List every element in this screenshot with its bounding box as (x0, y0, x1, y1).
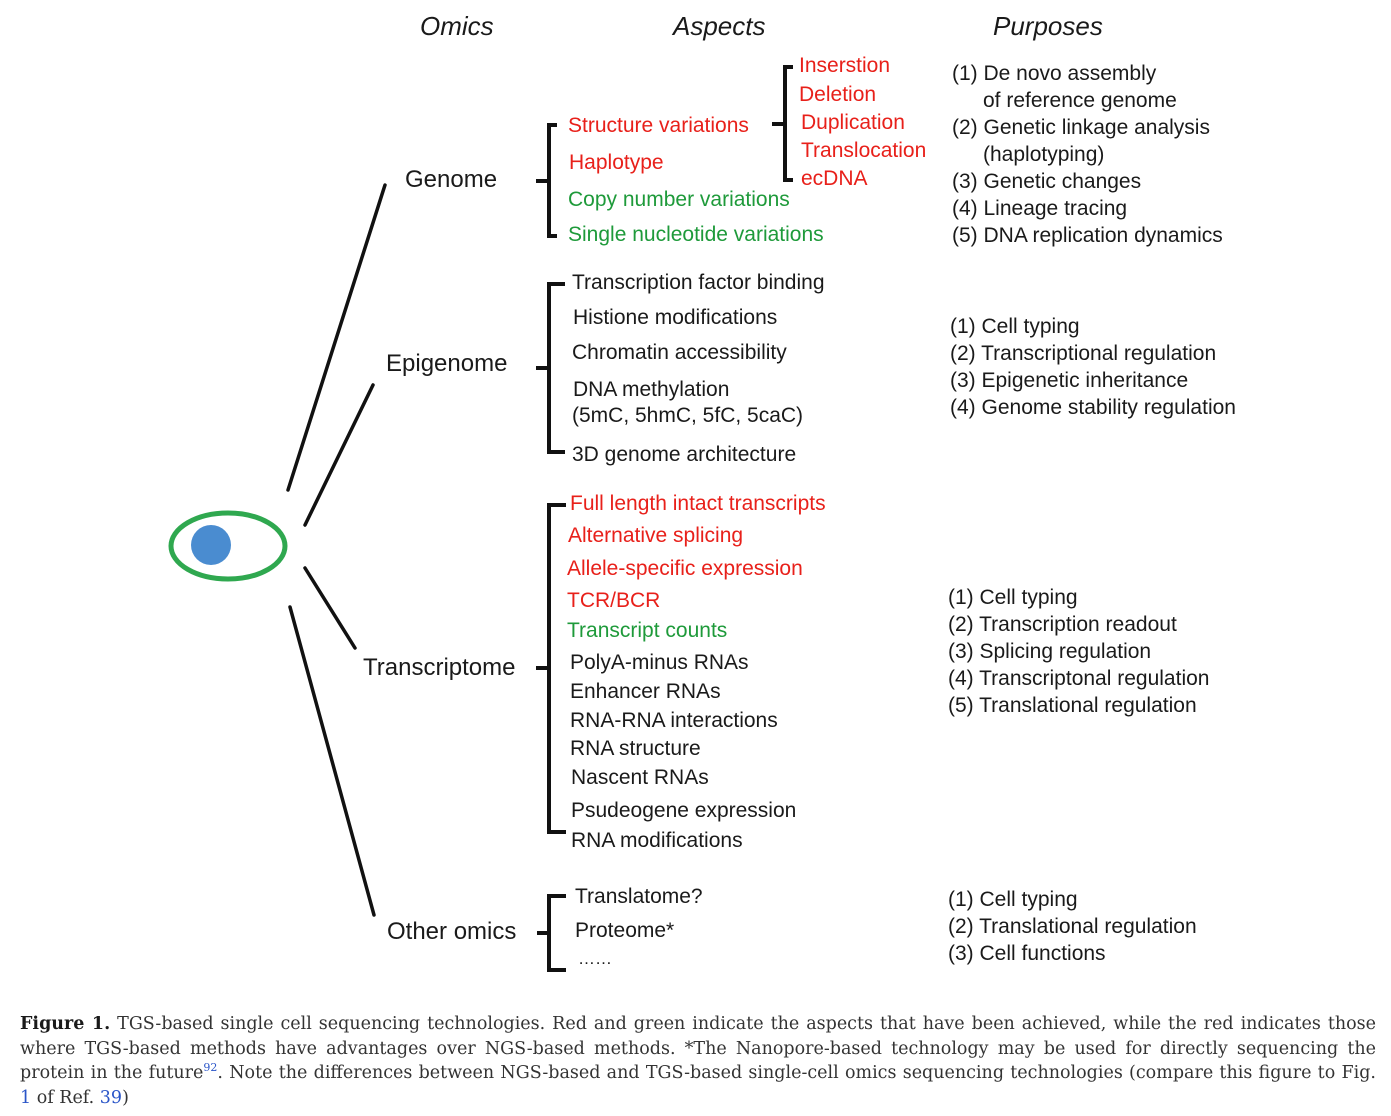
aspect-item: …… (578, 949, 612, 968)
sv-type: Deletion (799, 83, 877, 106)
aspect-item: RNA-RNA interactions (570, 709, 778, 732)
aspect-item: Chromatin accessibility (572, 341, 787, 364)
purpose-item: (3) Genetic changes (952, 170, 1142, 193)
brace-other (537, 894, 566, 972)
purpose-item: (1) De novo assembly (952, 62, 1157, 85)
aspect-item: Translatome? (575, 885, 703, 908)
caption-fig-link[interactable]: 1 (20, 1087, 32, 1108)
aspect-item: Proteome* (575, 919, 675, 942)
aspect-item: DNA methylation (573, 378, 730, 401)
purpose-item: (2) Genetic linkage analysis (952, 116, 1210, 139)
cell-nucleus (191, 525, 231, 565)
purpose-item: (4) Genome stability regulation (950, 396, 1236, 419)
purpose-item: (3) Epigenetic inheritance (950, 369, 1189, 392)
aspect-item: Transcript counts (567, 619, 728, 642)
purpose-item: (2) Translational regulation (948, 915, 1197, 938)
sv-type: ecDNA (801, 167, 868, 190)
caption-ref-link[interactable]: 39 (99, 1087, 123, 1108)
purpose-item: (5) Translational regulation (948, 694, 1197, 717)
aspect-item: Histione modifications (573, 306, 778, 329)
omic-other: Other omics (387, 918, 517, 945)
aspect-item: (5mC, 5hmC, 5fC, 5caC) (572, 404, 804, 427)
purpose-item: (4) Lineage tracing (952, 197, 1128, 220)
omic-genome: Genome (405, 166, 498, 193)
caption-label: Figure 1. (20, 1014, 111, 1034)
aspect-item: Alternative splicing (568, 524, 744, 547)
caption-text: . Note the differences between NGS-based… (217, 1063, 1376, 1083)
purpose-item: (1) Cell typing (948, 586, 1078, 609)
brace-genome (536, 123, 557, 238)
omic-transcriptome: Transcriptome (363, 654, 516, 681)
purpose-item: of reference genome (983, 89, 1177, 112)
branch-other (288, 605, 376, 917)
aspect-item: Nascent RNAs (571, 766, 709, 789)
aspect-item: RNA modifications (571, 829, 743, 852)
purpose-item: (1) Cell typing (950, 315, 1080, 338)
brace-sv (772, 65, 793, 182)
caption-text: TGS-based single cell sequencing technol… (20, 1014, 1376, 1083)
aspect-snv: Single nucleotide variations (568, 223, 824, 246)
aspect-item: Full length intact transcripts (570, 492, 826, 515)
branch-epigenome (303, 383, 375, 527)
sv-type: Inserstion (799, 54, 891, 77)
branch-genome (286, 183, 387, 492)
sv-type: Translocation (801, 139, 927, 162)
header-omics: Omics (420, 11, 494, 41)
aspect-haplotype: Haplotype (569, 151, 664, 174)
aspect-copy-number: Copy number variations (568, 188, 790, 211)
aspect-item: TCR/BCR (567, 589, 661, 612)
purpose-item: (3) Cell functions (948, 942, 1106, 965)
aspect-item: Psudeogene expression (571, 799, 797, 822)
purpose-item: (2) Transcription readout (948, 613, 1177, 636)
omic-epigenome: Epigenome (386, 350, 508, 377)
purpose-item: (5) DNA replication dynamics (952, 224, 1223, 247)
diagram-lines (168, 65, 793, 972)
aspect-structure-variations: Structure variations (568, 114, 749, 137)
header-aspects: Aspects (673, 11, 766, 41)
brace-transcriptome (536, 503, 566, 834)
cell-outline (168, 510, 288, 582)
aspect-item: RNA structure (570, 737, 701, 760)
aspect-item: PolyA-minus RNAs (570, 651, 749, 674)
brace-epigenome (536, 282, 565, 454)
aspect-item: Enhancer RNAs (570, 680, 721, 703)
branch-transcriptome (303, 566, 357, 650)
aspect-item: Allele-specific expression (567, 557, 803, 580)
sv-type: Duplication (801, 111, 905, 134)
aspect-item: Transcription factor binding (572, 271, 825, 294)
aspect-item: 3D genome architecture (572, 443, 797, 466)
caption-text: ) (122, 1087, 129, 1108)
purpose-item: (2) Transcriptional regulation (950, 342, 1217, 365)
purpose-item: (3) Splicing regulation (948, 640, 1152, 663)
caption-citation[interactable]: 92 (203, 1061, 218, 1075)
header-purposes: Purposes (993, 11, 1103, 41)
purpose-item: (1) Cell typing (948, 888, 1078, 911)
caption-text: of Ref. (31, 1087, 100, 1108)
purpose-item: (4) Transcriptonal regulation (948, 667, 1210, 690)
figure-caption: Figure 1. TGS-based single cell sequenci… (20, 1012, 1376, 1110)
purpose-item: (haplotyping) (983, 143, 1105, 166)
